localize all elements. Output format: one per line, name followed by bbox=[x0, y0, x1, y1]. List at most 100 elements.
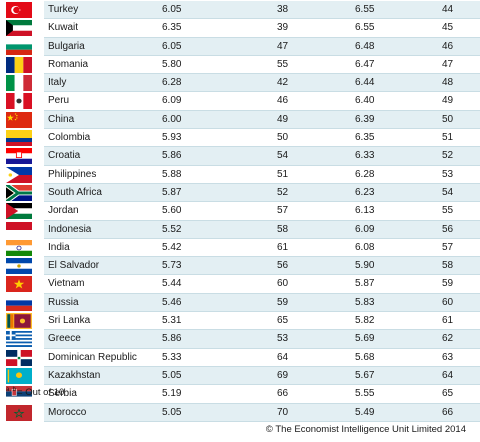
score-cell: 5.87 bbox=[355, 278, 375, 290]
rank-cell: 65 bbox=[442, 388, 454, 400]
table-row: South Africa 5.87 52 6.23 54 bbox=[0, 183, 480, 203]
rank-cell: 59 bbox=[277, 296, 289, 308]
table-row: El Salvador 5.73 56 5.90 58 bbox=[0, 257, 480, 276]
rank-cell: 55 bbox=[442, 205, 454, 217]
country-name: Kuwait bbox=[48, 22, 79, 34]
el-salvador-flag-icon bbox=[6, 258, 32, 275]
row-divider bbox=[44, 402, 480, 404]
score-cell: 6.00 bbox=[162, 113, 182, 125]
table-row: Russia 5.46 59 5.83 60 bbox=[0, 293, 480, 313]
country-name: Serbia bbox=[48, 388, 77, 400]
kazakhstan-flag-icon bbox=[6, 367, 32, 384]
rank-cell: 58 bbox=[277, 223, 289, 235]
rank-cell: 66 bbox=[442, 406, 454, 418]
row-background bbox=[44, 385, 480, 404]
score-cell: 6.05 bbox=[162, 4, 182, 15]
country-name: Kazakhstan bbox=[48, 369, 101, 381]
row-background bbox=[44, 129, 480, 148]
row-divider bbox=[44, 182, 480, 184]
score-cell: 6.28 bbox=[162, 77, 182, 89]
rank-cell: 39 bbox=[277, 22, 289, 34]
table-row: Sri Lanka 5.31 65 5.82 61 bbox=[0, 312, 480, 331]
table-row: Turkey 6.05 38 6.55 44 bbox=[0, 1, 480, 20]
rank-cell: 46 bbox=[442, 40, 454, 52]
score-cell: 5.87 bbox=[162, 186, 182, 198]
table-row: Colombia 5.93 50 6.35 51 bbox=[0, 129, 480, 148]
rank-cell: 45 bbox=[442, 22, 454, 34]
score-cell: 6.47 bbox=[355, 58, 375, 70]
rank-cell: 48 bbox=[442, 77, 454, 89]
country-name: Turkey bbox=[48, 4, 79, 15]
row-divider bbox=[44, 311, 480, 313]
country-name: South Africa bbox=[48, 186, 102, 198]
table-row: Kuwait 6.35 39 6.55 45 bbox=[0, 19, 480, 38]
row-background bbox=[44, 220, 480, 239]
row-divider bbox=[44, 36, 480, 38]
rank-cell: 64 bbox=[277, 351, 289, 363]
peru-flag-icon bbox=[6, 93, 32, 110]
country-name: Vietnam bbox=[48, 278, 85, 290]
row-background bbox=[44, 275, 480, 294]
country-name: Romania bbox=[48, 58, 89, 70]
rank-cell: 66 bbox=[277, 388, 289, 400]
rank-cell: 64 bbox=[442, 369, 454, 381]
footnote: a, b= Out of 10 bbox=[6, 387, 64, 398]
country-name: Morocco bbox=[48, 406, 87, 418]
country-name: Philippines bbox=[48, 168, 97, 180]
south-africa-flag-icon bbox=[6, 184, 32, 201]
score-cell: 5.82 bbox=[355, 315, 375, 327]
row-background bbox=[44, 1, 480, 20]
score-cell: 5.05 bbox=[162, 369, 182, 381]
row-divider bbox=[44, 292, 480, 294]
bulgaria-flag-icon bbox=[6, 38, 32, 55]
table-row: Greece 5.86 53 5.69 62 bbox=[0, 330, 480, 349]
score-cell: 5.31 bbox=[162, 315, 182, 327]
row-divider bbox=[44, 91, 480, 93]
rank-cell: 55 bbox=[277, 58, 289, 70]
copyright-notice: © The Economist Intelligence Unit Limite… bbox=[265, 424, 466, 435]
score-cell: 5.68 bbox=[355, 351, 375, 363]
rank-cell: 61 bbox=[277, 241, 289, 253]
country-name: Indonesia bbox=[48, 223, 92, 235]
country-name: Italy bbox=[48, 77, 67, 89]
colombia-flag-icon bbox=[6, 130, 32, 147]
country-name: India bbox=[48, 241, 70, 253]
score-cell: 5.90 bbox=[355, 260, 375, 272]
romania-flag-icon bbox=[6, 56, 32, 73]
row-background bbox=[44, 257, 480, 276]
country-name: Russia bbox=[48, 296, 79, 308]
country-name: Sri Lanka bbox=[48, 315, 91, 327]
score-cell: 5.73 bbox=[162, 260, 182, 272]
rank-cell: 62 bbox=[442, 333, 454, 345]
rank-cell: 59 bbox=[442, 278, 454, 290]
rank-cell: 56 bbox=[277, 260, 289, 272]
rank-cell: 51 bbox=[442, 132, 454, 144]
rank-cell: 38 bbox=[277, 4, 289, 15]
china-flag-icon bbox=[6, 111, 32, 128]
rank-cell: 50 bbox=[277, 132, 289, 144]
table-row: Italy 6.28 42 6.44 48 bbox=[0, 74, 480, 93]
rank-cell: 52 bbox=[442, 150, 454, 162]
philippines-flag-icon bbox=[6, 166, 32, 183]
row-background bbox=[44, 110, 480, 130]
rank-cell: 53 bbox=[442, 168, 454, 180]
country-name: Colombia bbox=[48, 132, 91, 144]
row-background bbox=[44, 403, 480, 422]
croatia-flag-icon bbox=[6, 148, 32, 165]
country-name: Bulgaria bbox=[48, 40, 85, 52]
row-divider bbox=[44, 274, 480, 276]
row-divider bbox=[44, 109, 480, 111]
score-cell: 5.44 bbox=[162, 278, 182, 290]
row-background bbox=[44, 202, 480, 221]
country-name: Croatia bbox=[48, 150, 81, 162]
score-cell: 5.93 bbox=[162, 132, 182, 144]
score-cell: 6.48 bbox=[355, 40, 375, 52]
table-row: Peru 6.09 46 6.40 49 bbox=[0, 92, 480, 111]
country-name: Peru bbox=[48, 95, 70, 107]
rank-cell: 47 bbox=[277, 40, 289, 52]
table-row: Serbia 5.19 66 5.55 65 bbox=[0, 385, 480, 404]
score-cell: 5.05 bbox=[162, 406, 182, 418]
row-background bbox=[44, 330, 480, 349]
score-cell: 5.67 bbox=[355, 369, 375, 381]
table-row: Philippines 5.88 51 6.28 53 bbox=[0, 165, 480, 184]
